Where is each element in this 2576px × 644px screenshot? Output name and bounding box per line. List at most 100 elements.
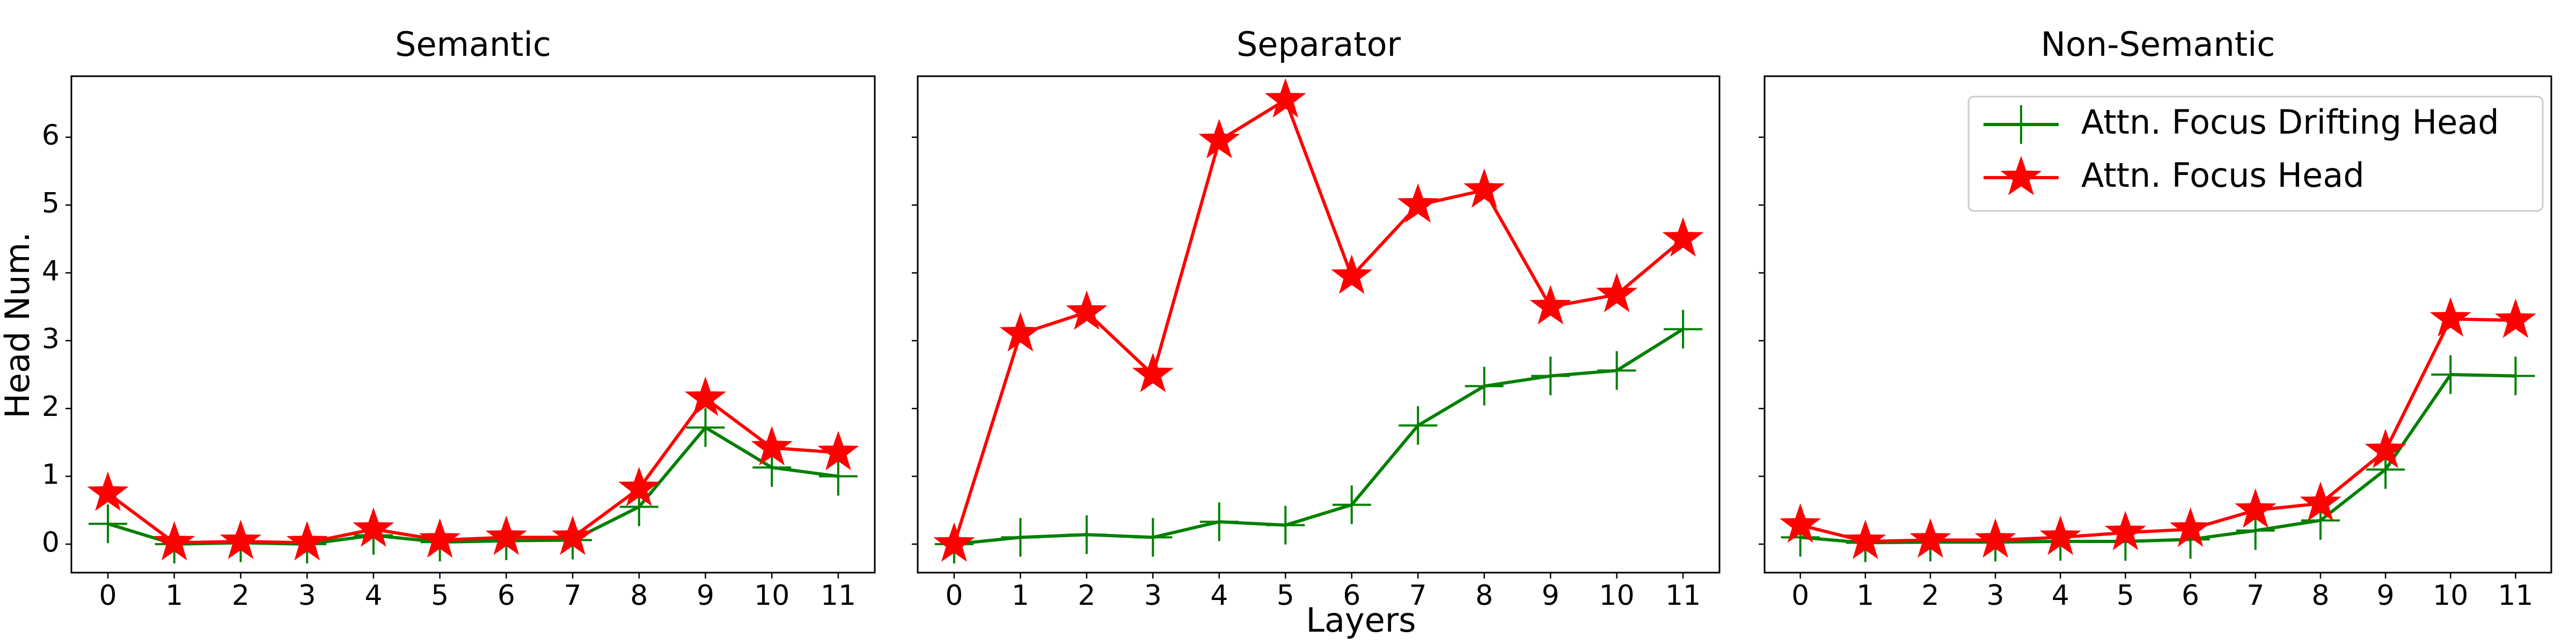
x-tick-label: 3: [1144, 580, 1162, 612]
star-marker: [1529, 285, 1571, 325]
legend-marker: [2002, 105, 2040, 144]
x-tick-label: 9: [1542, 580, 1560, 612]
star-marker: [1066, 290, 1108, 330]
star-marker: [2429, 297, 2471, 337]
star-marker: [2039, 515, 2081, 555]
axes-frame: [70, 75, 876, 574]
plus-marker: [1597, 351, 1636, 390]
plus-marker: [1067, 515, 1106, 554]
x-axis-label: Layers: [1306, 601, 1416, 640]
x-tick-label: 9: [2377, 580, 2395, 612]
plus-marker: [1465, 367, 1504, 406]
x-tick-label: 5: [1277, 580, 1294, 612]
x-tick-label: 1: [1856, 580, 1874, 612]
series-line: [107, 426, 839, 546]
star-marker: [751, 426, 793, 466]
series-line: [954, 327, 1684, 546]
x-tick-label: 7: [564, 580, 582, 612]
plus-marker: [89, 504, 128, 544]
x-tick-label: 6: [2182, 580, 2199, 612]
x-tick-label: 4: [1210, 580, 1228, 612]
x-tick-label: 3: [298, 580, 316, 612]
x-tick-label: 11: [2498, 580, 2533, 612]
star-marker: [2300, 481, 2341, 521]
x-tick-label: 0: [945, 580, 963, 612]
panel-title: Non-Semantic: [2041, 25, 2275, 64]
plus-marker: [1664, 310, 1703, 349]
star-marker: [1132, 353, 1174, 392]
star-marker: [2235, 488, 2277, 528]
star-marker: [219, 519, 262, 559]
panel-title: Separator: [1236, 25, 1401, 64]
x-tick-label: 2: [1078, 580, 1095, 612]
star-marker: [1662, 217, 1704, 257]
star-marker: [1264, 78, 1306, 118]
x-tick-label: 11: [1665, 580, 1701, 612]
star-marker: [817, 430, 859, 471]
star-marker: [618, 466, 660, 507]
x-tick-label: 9: [697, 580, 714, 612]
plus-marker: [1133, 518, 1173, 557]
plus-marker: [2431, 355, 2470, 394]
star-marker: [87, 471, 129, 511]
star-marker: [999, 312, 1041, 352]
y-tick-label: 0: [42, 526, 60, 559]
series-line: [1800, 373, 2516, 545]
star-marker: [684, 376, 727, 416]
plus-marker: [686, 408, 725, 447]
star-marker: [2365, 428, 2406, 469]
star-marker: [1463, 168, 1505, 208]
x-tick-label: 10: [1599, 580, 1635, 612]
legend-label: Attn. Focus Drifting Head: [2081, 103, 2499, 142]
star-marker: [1909, 518, 1951, 558]
y-tick-label: 1: [42, 459, 60, 491]
series-line: [1799, 317, 2516, 543]
axes-frame: [917, 75, 1721, 574]
legend-marker: [2000, 156, 2042, 195]
plus-marker: [818, 457, 858, 496]
x-tick-label: 10: [754, 580, 789, 612]
star-marker: [353, 507, 394, 547]
axes-frame: [1763, 75, 2552, 574]
legend: Attn. Focus Drifting Head Attn. Focus Hea…: [1967, 96, 2544, 212]
x-tick-label: 7: [1409, 580, 1427, 612]
x-tick-label: 0: [99, 580, 116, 612]
series-line: [107, 397, 839, 545]
y-tick-label: 6: [42, 120, 60, 152]
x-tick-label: 11: [821, 580, 856, 612]
star-marker: [1780, 503, 1821, 543]
star-marker: [485, 515, 527, 555]
plus-marker: [1266, 506, 1305, 545]
x-tick-label: 5: [431, 580, 449, 612]
plus-marker: [1332, 485, 1371, 524]
star-marker: [933, 522, 975, 562]
plus-marker: [1001, 518, 1040, 557]
x-tick-label: 1: [1012, 580, 1029, 612]
star-marker: [1845, 519, 1886, 559]
x-tick-label: 6: [1343, 580, 1360, 612]
star-marker: [286, 521, 328, 561]
star-marker: [1198, 119, 1240, 158]
x-tick-label: 5: [2117, 580, 2134, 612]
x-tick-label: 2: [1921, 580, 1939, 612]
legend-box: [1967, 96, 2544, 212]
star-marker: [1596, 273, 1638, 312]
x-tick-label: 4: [2052, 580, 2069, 612]
plus-marker: [2496, 356, 2535, 396]
star-marker: [419, 518, 461, 558]
plus-marker: [1199, 502, 1239, 541]
x-tick-label: 2: [232, 580, 250, 612]
x-tick-label: 0: [1791, 580, 1809, 612]
x-tick-label: 1: [165, 580, 183, 612]
series-line: [953, 98, 1685, 545]
plus-marker: [1399, 406, 1438, 445]
x-tick-label: 6: [497, 580, 515, 612]
plus-marker: [1531, 356, 1570, 396]
y-axis-label: Head Num.: [0, 232, 37, 419]
star-marker: [1397, 183, 1439, 223]
star-marker: [2494, 298, 2536, 338]
x-tick-label: 7: [2246, 580, 2264, 612]
panel-title: Semantic: [395, 25, 551, 64]
y-tick-label: 2: [42, 391, 60, 423]
